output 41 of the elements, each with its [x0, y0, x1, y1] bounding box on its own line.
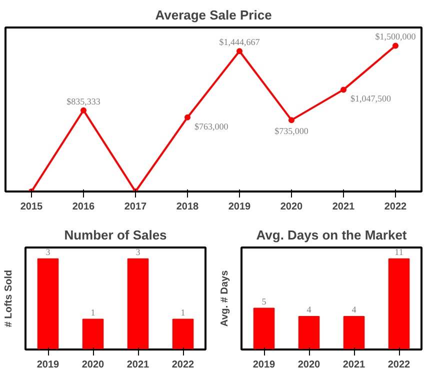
data-label: $735,000 [274, 126, 309, 136]
x-tick-label: 2022 [388, 360, 411, 370]
x-tick-label: 2021 [342, 360, 366, 370]
x-tick-label: 2021 [332, 202, 356, 212]
x-tick-label: 2020 [298, 360, 321, 370]
x-tick-label: 2022 [172, 360, 195, 370]
x-tick-label: 2019 [228, 202, 252, 212]
chart-title: Number of Sales [64, 228, 167, 242]
data-label: 3 [136, 246, 141, 257]
data-label: 11 [394, 246, 404, 257]
data-label: 3 [46, 246, 51, 257]
chart-title: Avg. Days on the Market [256, 228, 408, 242]
point [236, 48, 242, 54]
x-tick-label: 2021 [126, 360, 150, 370]
data-label: 4 [352, 304, 357, 315]
y-axis-title: Avg. # Days [220, 270, 230, 327]
data-label: $1,444,667 [219, 37, 260, 48]
y-axis-title: # Lofts Sold [4, 270, 14, 328]
x-tick-label: 2017 [124, 202, 148, 212]
data-label: 1 [90, 307, 96, 318]
point [288, 117, 294, 124]
point [392, 42, 398, 49]
data-label: $835,333 [66, 96, 101, 106]
x-tick-label: 2015 [20, 202, 44, 212]
x-tick-label: 2019 [36, 360, 60, 370]
point [184, 114, 190, 120]
data-label: $763,000 [194, 121, 229, 132]
data-label: 4 [306, 304, 312, 315]
data-label: $1,047,500 [350, 94, 392, 104]
data-label: 5 [262, 296, 267, 306]
point [340, 86, 346, 93]
x-tick-label: 2018 [176, 202, 200, 212]
data-label: $1,500,000 [375, 32, 416, 42]
x-tick-label: 2020 [82, 360, 105, 370]
x-tick-label: 2020 [280, 202, 304, 212]
x-tick-label: 2019 [252, 360, 276, 370]
x-tick-label: 2022 [384, 202, 408, 212]
x-tick-label: 2016 [72, 202, 96, 212]
data-label: 1 [180, 307, 186, 318]
point [80, 107, 86, 114]
chart-title: Average Sale Price [155, 8, 272, 22]
